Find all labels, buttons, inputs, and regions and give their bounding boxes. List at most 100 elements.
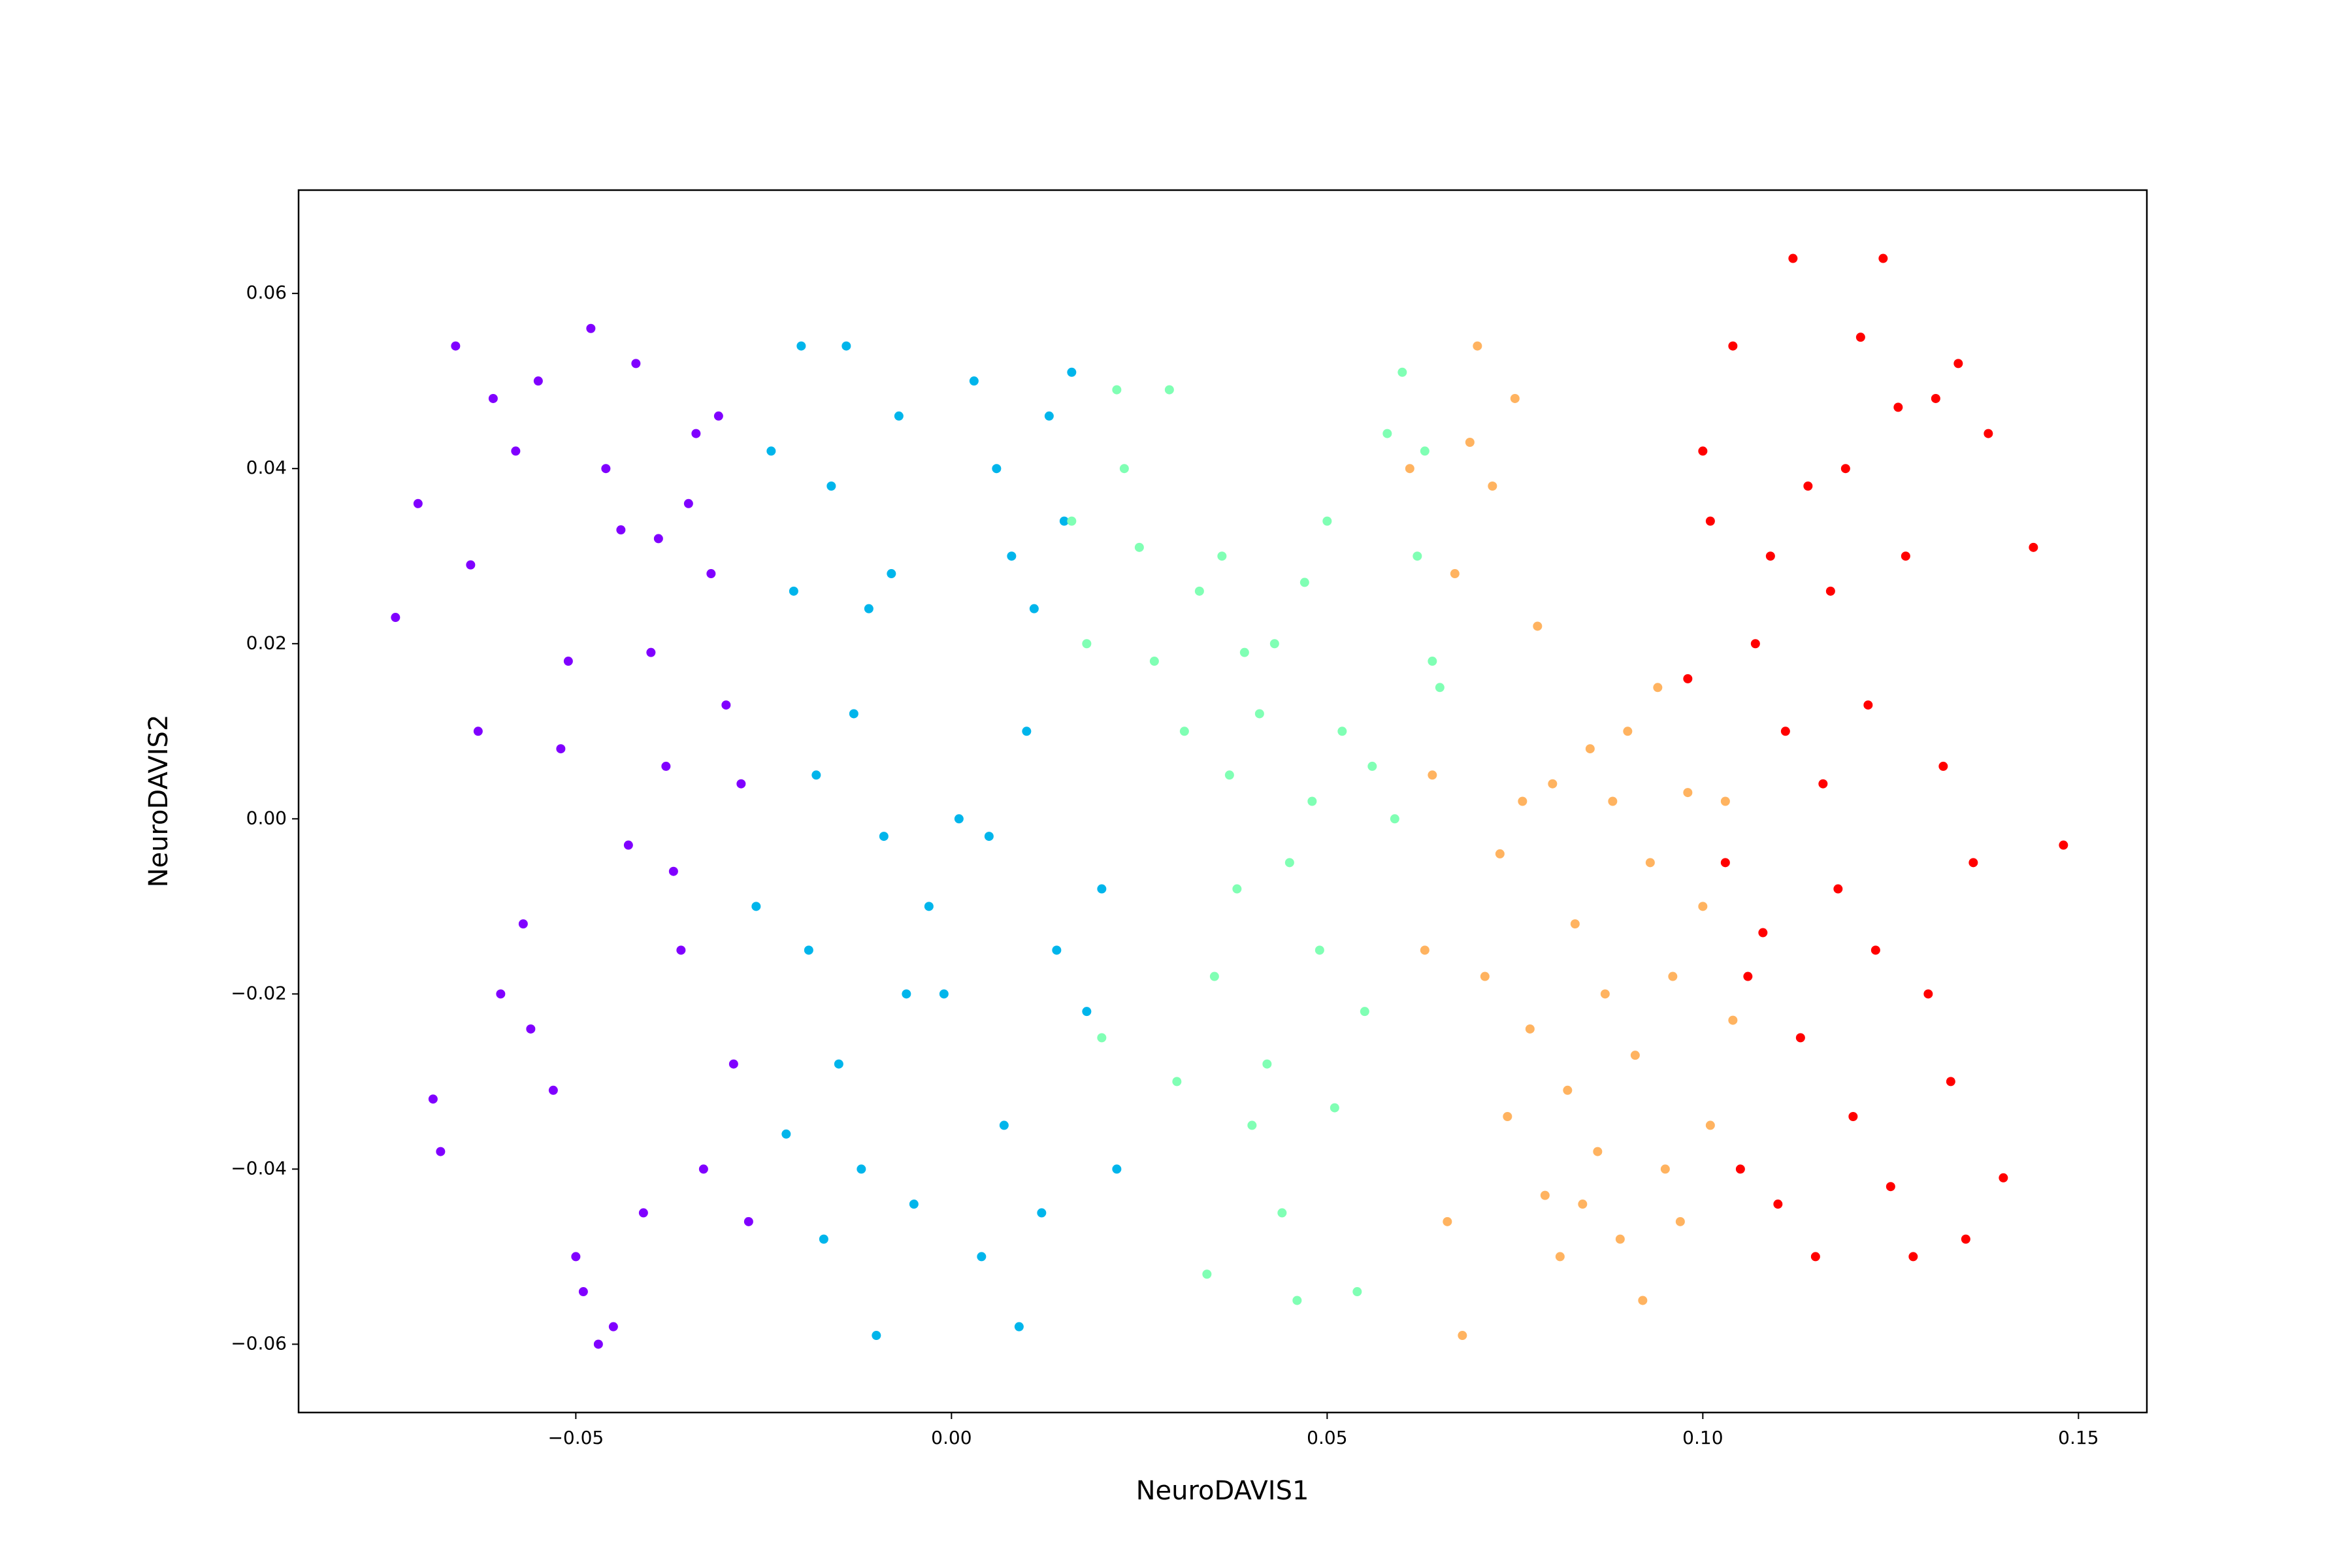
point [451,341,461,351]
point [1968,858,1978,868]
point [1630,1051,1640,1060]
point [1082,639,1092,649]
point [909,1200,919,1209]
point [1292,1296,1302,1305]
point [1533,621,1543,631]
point [1059,516,1069,526]
point [1720,796,1730,806]
point [1600,989,1610,999]
point [1209,972,1219,981]
point [1518,796,1527,806]
point [706,569,716,579]
point [1405,464,1414,474]
point [1164,385,1174,395]
point [728,1059,738,1069]
point [1322,516,1332,526]
point [1503,1111,1512,1121]
point [1653,683,1663,693]
point [1269,639,1279,649]
point [563,657,573,666]
point [1570,919,1580,929]
point [1112,385,1122,395]
point [1608,796,1618,806]
point [1645,858,1655,868]
point [631,359,641,368]
point [638,1208,648,1218]
point [1683,788,1693,798]
point [1825,586,1835,596]
point [556,744,566,754]
point [1946,1077,1955,1086]
x-axis-label: NeuroDAVIS1 [1136,1476,1309,1506]
point [526,1024,536,1034]
point [796,341,806,351]
point [736,779,746,789]
point [1623,727,1633,736]
point [1495,849,1505,858]
x-tick-label: 0.00 [931,1427,972,1448]
point [721,700,731,710]
point [1698,446,1708,456]
point [1961,1234,1970,1244]
point [1848,1111,1858,1121]
point [548,1085,558,1095]
point [391,613,400,623]
point [1172,1077,1182,1086]
point [1788,253,1798,263]
point [1097,884,1107,894]
point [789,586,798,596]
point [1683,674,1693,683]
point [1488,482,1497,491]
point [1037,1208,1047,1218]
point [616,525,626,535]
y-tick-label: −0.06 [231,1332,287,1354]
point [1067,516,1077,526]
point [1863,700,1873,710]
point [436,1147,446,1156]
point [1720,858,1730,868]
point [1352,1287,1362,1297]
point [1953,359,1963,368]
point [646,647,656,657]
point [496,989,506,999]
point [1578,1200,1588,1209]
x-tick-label: 0.10 [1682,1427,1723,1448]
point [1277,1208,1287,1218]
point [1232,884,1242,894]
point [864,604,874,613]
point [578,1287,588,1297]
point [743,1217,753,1226]
point [1705,516,1715,526]
point [857,1164,866,1174]
point [1525,1024,1535,1034]
point [1435,683,1445,693]
point [1067,367,1077,377]
point [1803,482,1813,491]
y-axis-label: NeuroDAVIS2 [144,715,174,888]
point [1818,779,1828,789]
point [1119,464,1129,474]
y-tick-label: −0.04 [231,1157,287,1179]
point [811,770,821,780]
point [879,832,889,841]
point [466,560,476,570]
point [1458,1331,1467,1341]
point [1179,727,1189,736]
point [1149,657,1159,666]
point [1443,1217,1452,1226]
point [683,498,693,508]
point [1382,429,1392,438]
y-tick-label: −0.02 [231,982,287,1004]
point [1743,972,1753,981]
point [1585,744,1595,754]
point [1540,1190,1550,1200]
point [1833,884,1843,894]
point [1735,1164,1745,1174]
point [1870,945,1880,955]
point [1052,945,1062,955]
point [1465,437,1475,447]
point [601,464,611,474]
point [698,1164,708,1174]
point [1931,393,1940,403]
